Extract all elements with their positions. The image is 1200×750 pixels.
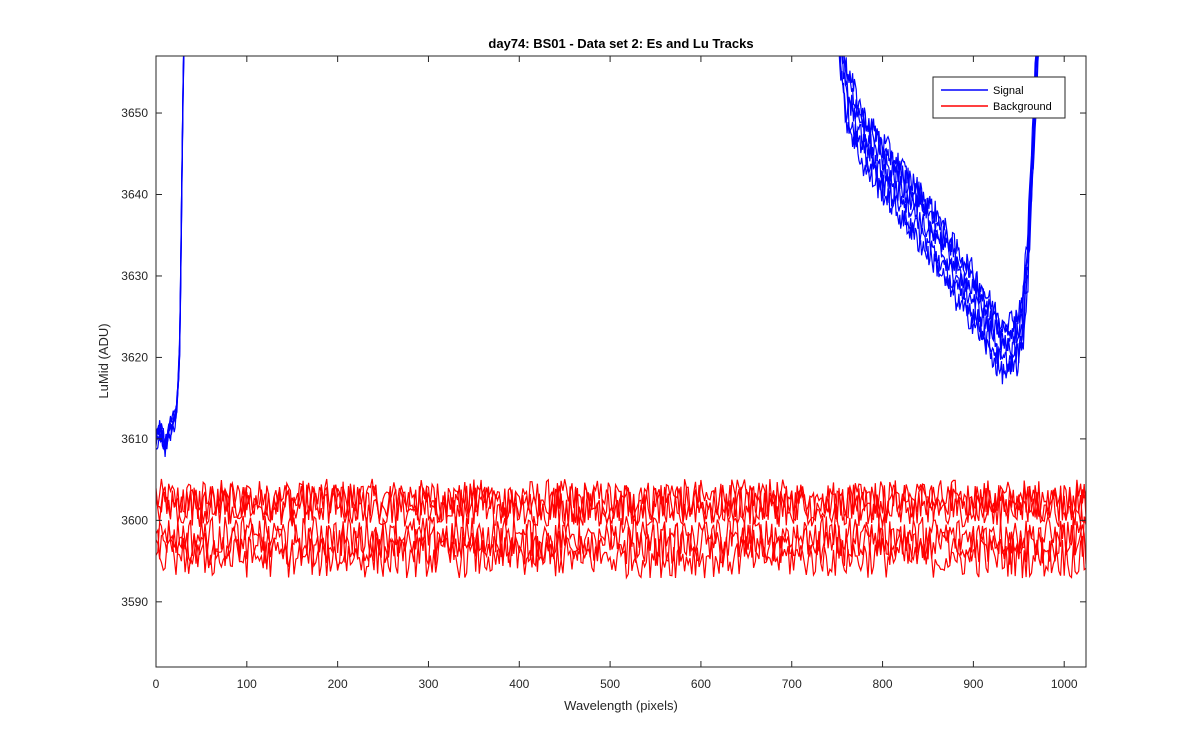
- x-tick-label: 700: [782, 677, 802, 691]
- legend-label-signal: Signal: [993, 85, 1024, 97]
- legend-label-background: Background: [993, 101, 1052, 113]
- y-axis-label: LuMid (ADU): [96, 323, 111, 398]
- y-tick-label: 3610: [121, 432, 148, 446]
- y-tick-label: 3630: [121, 269, 148, 283]
- x-tick-label: 1000: [1051, 677, 1078, 691]
- y-tick-label: 3640: [121, 187, 148, 201]
- y-tick-label: 3650: [121, 106, 148, 120]
- x-tick-label: 600: [691, 677, 711, 691]
- x-axis-label: Wavelength (pixels): [564, 698, 678, 713]
- chart-title: day74: BS01 - Data set 2: Es and Lu Trac…: [488, 36, 753, 51]
- plot-area: [156, 56, 1086, 667]
- x-tick-label: 0: [153, 677, 160, 691]
- ticks-layer: 0 100 200 300 400 500 600 700 800 900 1000 3590 3600…: [121, 56, 1086, 691]
- signal-track-6-segment-2: [838, 56, 1039, 385]
- background-track-6: [156, 535, 1086, 580]
- plot-frame: [155, 55, 1087, 668]
- data-layer: [156, 56, 1086, 580]
- y-tick-label: 3620: [121, 350, 148, 364]
- background-track-3: [156, 482, 1086, 528]
- legend-box: [932, 76, 1066, 119]
- signal-track-4-segment-2: [839, 56, 1039, 374]
- x-tick-label: 400: [509, 677, 529, 691]
- y-tick-label: 3600: [121, 513, 148, 527]
- signal-track-5-segment-2: [843, 56, 1037, 334]
- x-tick-label: 200: [328, 677, 348, 691]
- x-tick-label: 300: [418, 677, 438, 691]
- x-tick-label: 800: [873, 677, 893, 691]
- x-tick-label: 100: [237, 677, 257, 691]
- y-tick-label: 3590: [121, 595, 148, 609]
- x-tick-label: 900: [963, 677, 983, 691]
- signal-track-6-segment-1: [156, 56, 185, 457]
- x-tick-label: 500: [600, 677, 620, 691]
- legend: Signal Background: [932, 76, 1066, 119]
- signal-track-2-segment-2: [841, 56, 1038, 352]
